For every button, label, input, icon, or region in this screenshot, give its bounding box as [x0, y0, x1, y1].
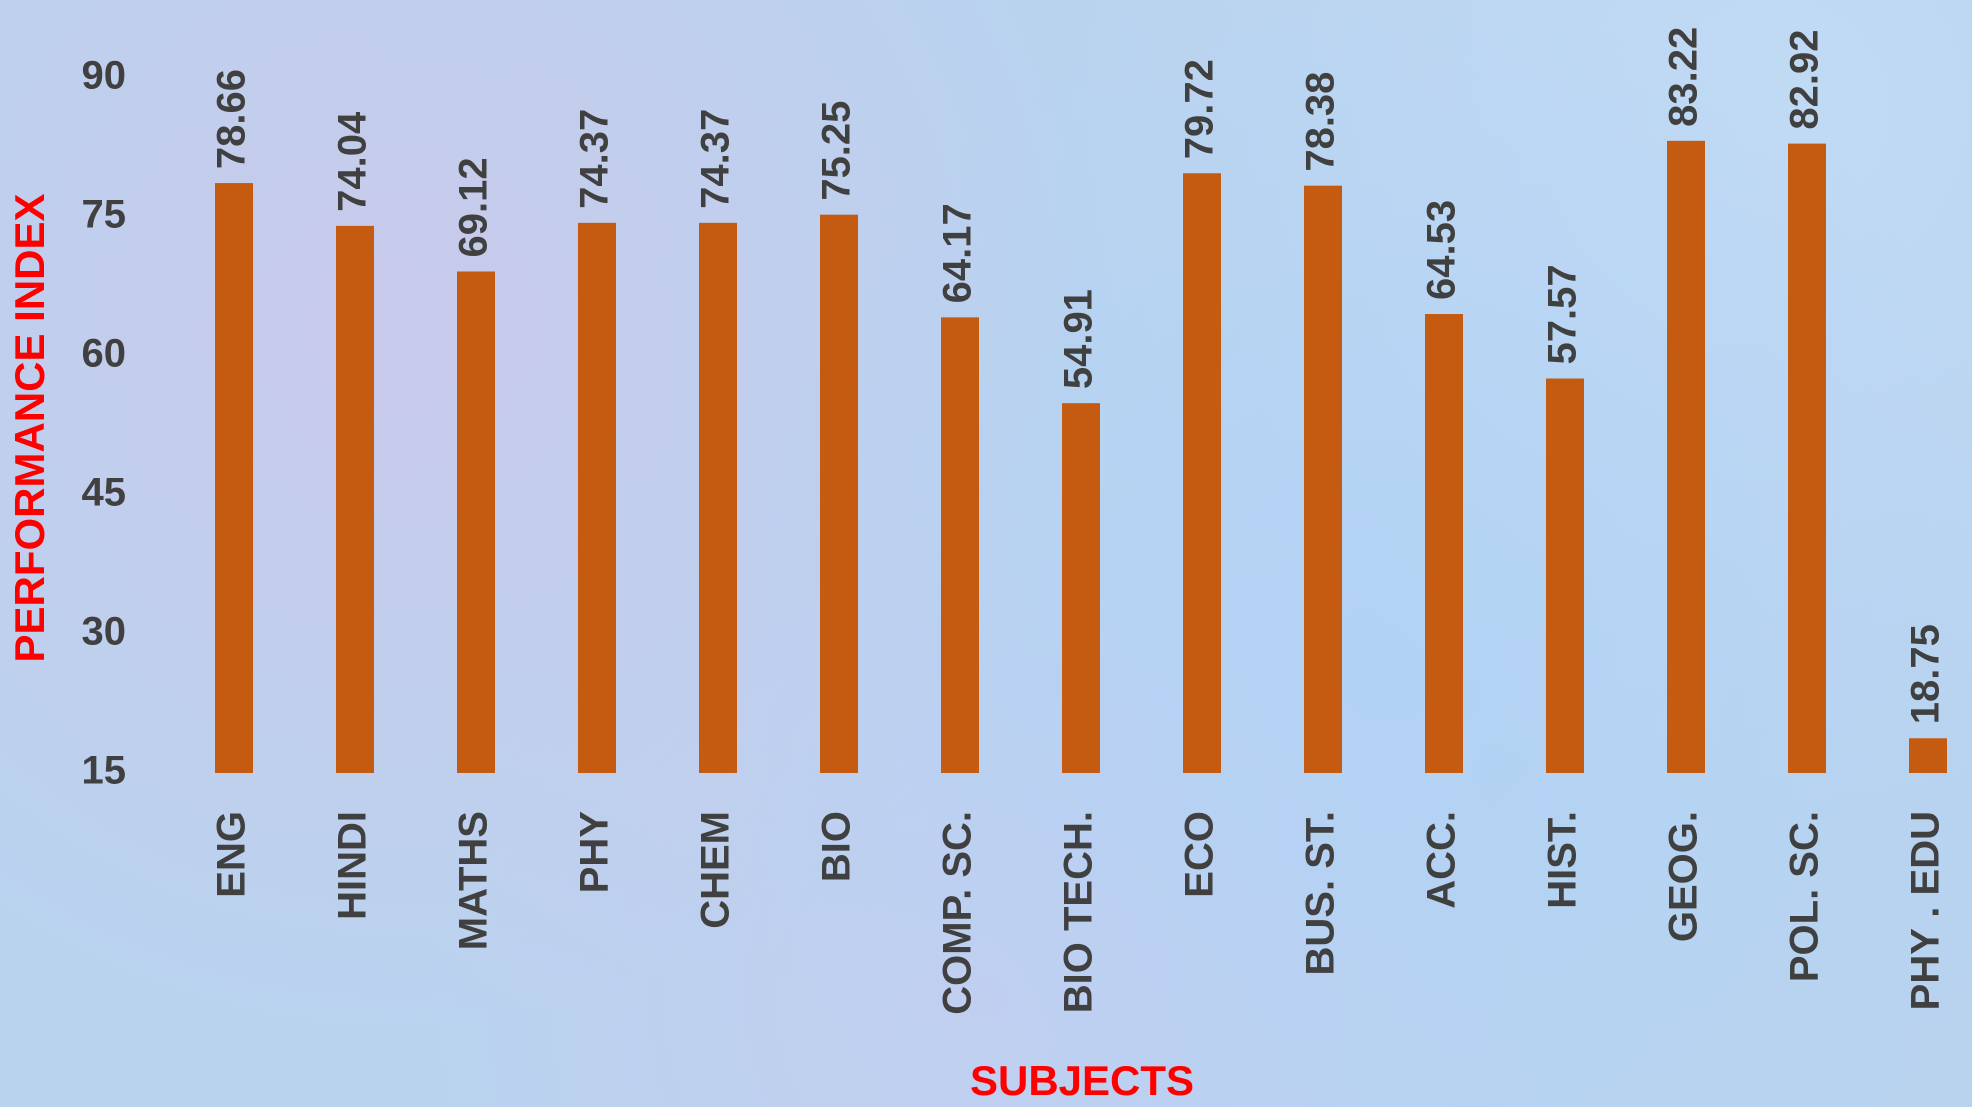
bar — [941, 317, 979, 773]
y-tick-label: 60 — [82, 332, 127, 376]
x-tick-label: HINDI — [331, 811, 375, 920]
x-tick-label: ECO — [1178, 811, 1222, 898]
x-axis-title: SUBJECTS — [970, 1057, 1194, 1104]
data-label: 83.22 — [1662, 27, 1706, 127]
data-label: 74.37 — [573, 109, 617, 209]
bar — [820, 214, 858, 773]
bar — [336, 225, 374, 773]
y-tick-label: 30 — [82, 610, 127, 654]
x-tick-label: PHY — [573, 811, 617, 894]
bar — [699, 222, 737, 773]
x-tick-label: BUS. ST. — [1299, 811, 1343, 975]
data-label: 18.75 — [1904, 624, 1948, 724]
y-tick-label: 45 — [82, 471, 127, 515]
x-tick-label: BIO — [815, 811, 859, 882]
bar — [457, 271, 495, 773]
x-tick-label: ENG — [210, 811, 254, 898]
x-tick-label: PHY . EDU — [1904, 811, 1948, 1010]
bar — [1304, 185, 1342, 774]
y-tick-label: 90 — [82, 54, 127, 98]
data-label: 64.53 — [1420, 200, 1464, 300]
x-tick-label: HIST. — [1541, 811, 1585, 909]
bar — [1425, 314, 1463, 773]
x-tick-label: POL. SC. — [1783, 811, 1827, 982]
bar — [1546, 378, 1584, 773]
data-label: 54.91 — [1057, 289, 1101, 389]
bar — [1062, 403, 1100, 773]
x-tick-label: MATHS — [452, 811, 496, 950]
data-label: 64.17 — [936, 203, 980, 303]
bar — [1667, 140, 1705, 773]
bar — [1788, 143, 1826, 773]
bar — [1183, 173, 1221, 773]
bar — [578, 222, 616, 773]
data-label: 57.57 — [1541, 264, 1585, 364]
data-label: 78.38 — [1299, 72, 1343, 172]
data-label: 74.37 — [694, 109, 738, 209]
x-tick-label: CHEM — [694, 811, 738, 929]
y-tick-label: 15 — [82, 749, 127, 793]
x-tick-label: GEOG. — [1662, 811, 1706, 942]
y-axis-title: PERFORMANCE INDEX — [6, 193, 53, 662]
data-label: 74.04 — [331, 111, 375, 212]
data-label: 75.25 — [815, 101, 859, 201]
data-label: 78.66 — [210, 69, 254, 169]
bar — [215, 183, 253, 774]
data-label: 69.12 — [452, 157, 496, 257]
x-tick-label: BIO TECH. — [1057, 811, 1101, 1013]
data-label: 82.92 — [1783, 29, 1827, 129]
bar — [1909, 738, 1947, 773]
data-label: 79.72 — [1178, 59, 1222, 159]
y-tick-label: 75 — [82, 193, 127, 237]
x-tick-label: COMP. SC. — [936, 811, 980, 1015]
x-tick-label: ACC. — [1420, 811, 1464, 909]
